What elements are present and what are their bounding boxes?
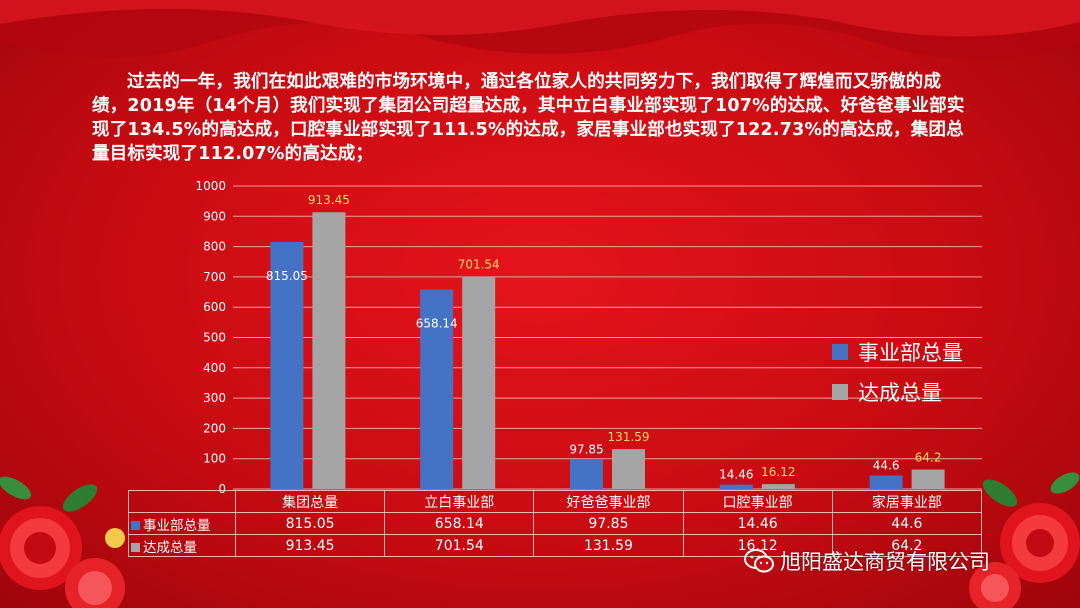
data-label: 64.2: [915, 451, 942, 465]
y-tick-label: 700: [203, 270, 226, 284]
data-label: 815.05: [266, 269, 308, 283]
bar-business-total: [270, 242, 304, 489]
bar-business-total: [420, 289, 454, 489]
table-row: 事业部总量 815.05 658.14 97.85 14.46 44.6: [128, 512, 983, 535]
table-cell: 14.46: [682, 512, 833, 535]
table-cell: 131.59: [533, 534, 684, 557]
table-header-cell: 立白事业部: [384, 490, 535, 513]
row-swatch-gray: [131, 543, 140, 552]
table-cell: 701.54: [384, 534, 535, 557]
bar-business-total: [869, 475, 903, 489]
y-tick-label: 300: [203, 391, 226, 405]
data-label: 658.14: [416, 317, 458, 331]
legend-swatch-blue: [832, 344, 848, 360]
row-swatch-blue: [131, 521, 140, 530]
table-cell: 815.05: [234, 512, 386, 535]
table-cell: 658.14: [384, 512, 535, 535]
y-tick-label: 1000: [195, 179, 226, 193]
gridlines: [233, 185, 982, 490]
data-label: 701.54: [458, 257, 500, 271]
bar-achieved-total: [911, 469, 945, 489]
data-table: 集团总量 立白事业部 好爸爸事业部 口腔事业部 家居事业部 事业部总量 815.…: [128, 490, 983, 557]
data-label: 14.46: [719, 468, 753, 482]
data-label: 97.85: [569, 442, 603, 456]
wechat-icon: [744, 549, 774, 573]
y-tick-label: 600: [203, 300, 226, 314]
data-label: 913.45: [308, 193, 350, 207]
data-label: 131.59: [608, 430, 650, 444]
data-labels: 815.05 913.45 658.14 701.54 97.85 131.59 14.46…: [266, 193, 942, 481]
legend-swatch-gray: [832, 384, 848, 400]
data-label: 44.6: [873, 458, 900, 472]
y-axis: 0 100 200 300 400 500 600 700 800 900 1000: [195, 179, 226, 496]
table-header-cell: 集团总量: [234, 490, 386, 513]
table-cell: 16.12: [682, 534, 833, 557]
y-tick-label: 500: [203, 331, 226, 345]
bar-achieved-total: [312, 212, 346, 489]
table-corner: [128, 490, 236, 513]
table-header-cell: 好爸爸事业部: [533, 490, 684, 513]
legend-item-achieved-total: 达成总量: [832, 376, 963, 408]
bar-achieved-total: [462, 276, 496, 489]
table-header-cell: 家居事业部: [831, 490, 983, 513]
watermark-text: 旭阳盛达商贸有限公司: [780, 550, 990, 574]
table-row-label: 达成总量: [128, 534, 236, 557]
y-tick-label: 200: [203, 421, 226, 435]
bar-business-total: [570, 459, 603, 489]
y-tick-label: 100: [203, 452, 226, 466]
legend-item-business-total: 事业部总量: [832, 336, 963, 368]
table-row-label: 事业部总量: [128, 512, 236, 535]
y-tick-label: 800: [203, 240, 226, 254]
y-tick-label: 0: [218, 482, 226, 496]
watermark: 旭阳盛达商贸有限公司: [744, 546, 990, 576]
table-row: 达成总量 913.45 701.54 131.59 16.12 64.2: [128, 534, 983, 557]
table-header-cell: 口腔事业部: [682, 490, 833, 513]
table-cell: 64.2: [831, 534, 983, 557]
table-cell: 44.6: [831, 512, 983, 535]
y-tick-label: 900: [203, 209, 226, 223]
y-tick-label: 400: [203, 361, 226, 375]
table-cell: 97.85: [533, 512, 684, 535]
table-header-row: 集团总量 立白事业部 好爸爸事业部 口腔事业部 家居事业部: [128, 490, 983, 513]
table-cell: 913.45: [234, 534, 386, 557]
intro-paragraph: 过去的一年，我们在如此艰难的市场环境中，通过各位家人的共同努力下，我们取得了辉煌…: [92, 72, 965, 164]
bar-business-total: [719, 484, 753, 489]
legend-label: 达成总量: [858, 381, 942, 405]
data-label: 16.12: [761, 465, 795, 479]
bar-achieved-total: [761, 484, 795, 489]
bars: [270, 212, 945, 489]
legend: 事业部总量 达成总量: [832, 336, 963, 416]
bar-achieved-total: [612, 449, 645, 489]
legend-label: 事业部总量: [858, 341, 963, 365]
